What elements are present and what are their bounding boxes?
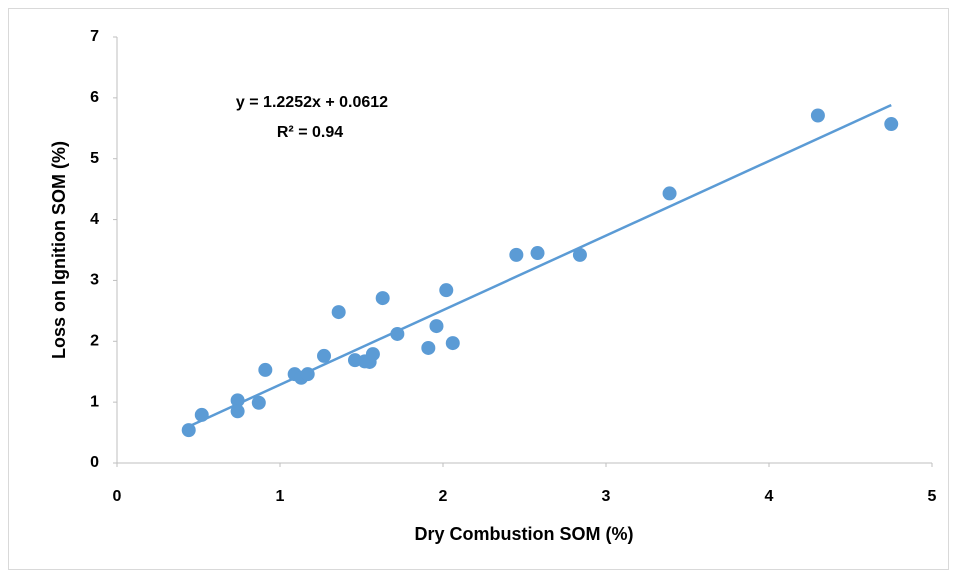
x-tick-label: 5 xyxy=(928,488,937,505)
y-tick-label: 6 xyxy=(90,89,99,106)
point xyxy=(390,326,405,341)
point xyxy=(429,319,444,334)
y-tick-label: 7 xyxy=(90,28,99,45)
point xyxy=(181,423,196,438)
point xyxy=(251,395,266,410)
x-tick-label: 4 xyxy=(765,488,774,505)
point xyxy=(421,340,436,355)
x-tick-label: 3 xyxy=(602,488,611,505)
x-tick-label: 0 xyxy=(113,488,122,505)
x-axis-title: Dry Combustion SOM (%) xyxy=(415,524,634,544)
point xyxy=(662,186,677,201)
point xyxy=(230,404,245,419)
point xyxy=(445,336,460,351)
y-axis-title: Loss on Ignition SOM (%) xyxy=(49,141,69,359)
point xyxy=(194,407,209,422)
point xyxy=(317,348,332,363)
x-tick-label: 1 xyxy=(276,488,285,505)
y-tick-label: 2 xyxy=(90,333,99,350)
point xyxy=(572,247,587,262)
y-tick-label: 3 xyxy=(90,272,99,289)
point xyxy=(530,246,545,261)
point xyxy=(300,367,315,382)
y-tick-label: 4 xyxy=(90,211,99,228)
point xyxy=(375,291,390,306)
point xyxy=(365,347,380,362)
point xyxy=(230,393,245,408)
point xyxy=(810,108,825,123)
point xyxy=(509,247,524,262)
r-squared: R² = 0.94 xyxy=(277,124,343,141)
point xyxy=(439,283,454,298)
y-tick-label: 1 xyxy=(90,393,99,410)
point xyxy=(258,362,273,377)
chart-border xyxy=(8,8,949,570)
x-tick-label: 2 xyxy=(439,488,448,505)
trendline-equation: y = 1.2252x + 0.0612 xyxy=(236,94,388,111)
point xyxy=(884,117,899,132)
y-tick-label: 0 xyxy=(90,454,99,471)
y-tick-label: 5 xyxy=(90,150,99,167)
point xyxy=(331,305,346,320)
